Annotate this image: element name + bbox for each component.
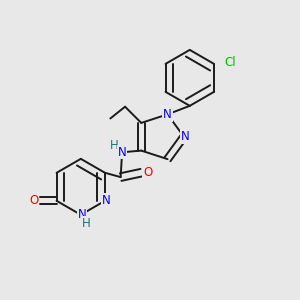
Text: Cl: Cl: [224, 56, 236, 69]
Text: N: N: [78, 208, 87, 221]
Text: O: O: [143, 166, 152, 179]
Text: O: O: [29, 194, 38, 207]
Text: N: N: [118, 146, 127, 159]
Text: N: N: [181, 130, 190, 143]
Text: N: N: [163, 108, 172, 121]
Text: H: H: [82, 217, 91, 230]
Text: N: N: [102, 194, 111, 207]
Text: H: H: [110, 139, 118, 152]
